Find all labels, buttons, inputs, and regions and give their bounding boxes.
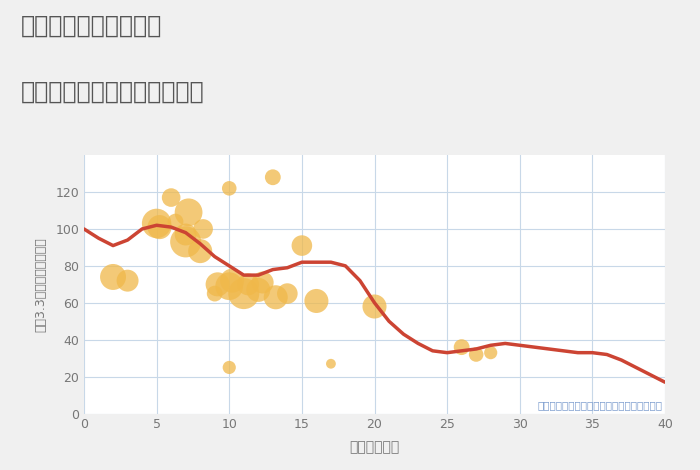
Point bbox=[242, 281, 253, 288]
Point bbox=[154, 223, 165, 231]
Point bbox=[238, 290, 249, 298]
Point bbox=[257, 279, 268, 286]
Point bbox=[195, 247, 206, 255]
Point bbox=[209, 290, 220, 298]
Point bbox=[281, 290, 293, 298]
Point bbox=[224, 364, 235, 371]
Point bbox=[311, 297, 322, 305]
Point bbox=[253, 286, 264, 294]
X-axis label: 築年数（年）: 築年数（年） bbox=[349, 440, 400, 454]
Point bbox=[151, 219, 162, 227]
Point bbox=[165, 194, 176, 201]
Point bbox=[180, 231, 191, 238]
Point bbox=[296, 242, 307, 249]
Y-axis label: 坪（3.3㎡）単価（万円）: 坪（3.3㎡）単価（万円） bbox=[34, 237, 47, 332]
Point bbox=[227, 277, 238, 284]
Point bbox=[485, 349, 496, 356]
Point bbox=[122, 277, 133, 284]
Text: 三重県津市白山町佐田: 三重県津市白山町佐田 bbox=[21, 14, 162, 38]
Point bbox=[470, 351, 482, 358]
Point bbox=[224, 282, 235, 290]
Point bbox=[270, 293, 281, 301]
Point bbox=[224, 185, 235, 192]
Point bbox=[267, 173, 279, 181]
Text: 築年数別中古マンション価格: 築年数別中古マンション価格 bbox=[21, 80, 204, 104]
Point bbox=[212, 281, 223, 288]
Point bbox=[180, 238, 191, 246]
Point bbox=[456, 344, 468, 351]
Point bbox=[170, 218, 181, 225]
Text: 円の大きさは、取引のあった物件面積を示す: 円の大きさは、取引のあった物件面積を示す bbox=[537, 400, 662, 410]
Point bbox=[197, 225, 209, 233]
Point bbox=[183, 209, 194, 216]
Point bbox=[326, 360, 337, 368]
Point bbox=[369, 303, 380, 310]
Point bbox=[108, 273, 119, 281]
